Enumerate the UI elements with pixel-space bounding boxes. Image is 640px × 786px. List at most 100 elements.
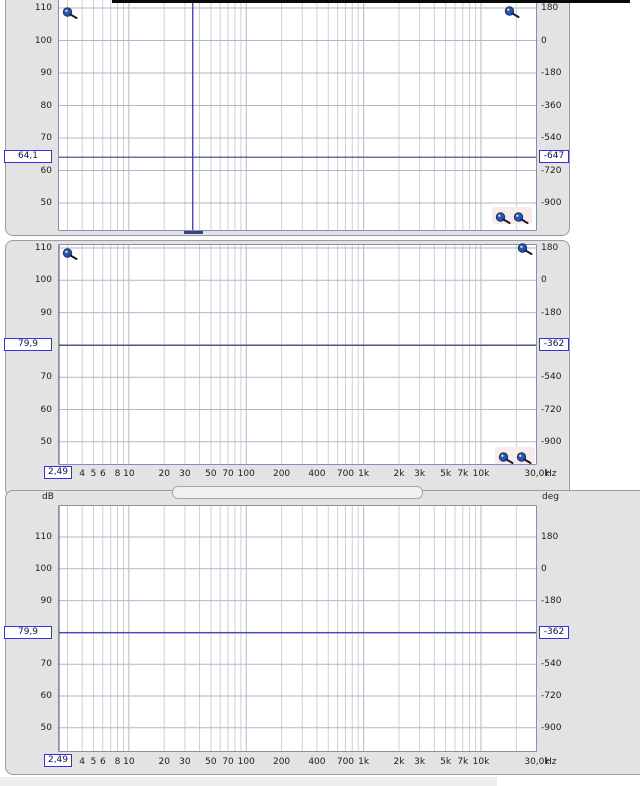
x-tick-label: 4	[79, 757, 86, 767]
zoom-tool-icon[interactable]	[62, 245, 78, 260]
x-tick-label: 50	[205, 757, 217, 767]
y-right-tick-label: 180	[541, 3, 559, 13]
zoom-in-icon[interactable]	[498, 449, 514, 464]
y-right-tick-label: -900	[541, 436, 562, 447]
plot-background	[58, 244, 537, 465]
x-tick-label: 1k	[358, 469, 370, 479]
x-tick-label: 20	[158, 757, 170, 767]
y-left-tick-label: 80	[40, 100, 52, 111]
zoom-in-icon[interactable]	[495, 209, 511, 224]
x-tick-label: 30	[179, 469, 191, 479]
x-tick-label: 4	[79, 469, 86, 479]
cursor-deg-readout-bottom: -362	[539, 626, 569, 639]
x-tick-label: 30,0k	[524, 469, 550, 479]
y-left-tick-label: 50	[40, 436, 52, 447]
x-tick-label: 2k	[393, 757, 405, 767]
y-left-tick-label: 60	[40, 165, 52, 176]
x-tick-label: 7k	[457, 469, 469, 479]
x-tick-label: 200	[272, 757, 291, 767]
chart-plot-area-bottom[interactable]	[58, 505, 537, 752]
y-right-axis-title: deg	[542, 492, 559, 502]
x-axis-unit-middle: Hz	[545, 469, 557, 479]
x-tick-label: 6	[99, 757, 106, 767]
x-tick-label: 30	[179, 757, 191, 767]
x-tick-label: 3k	[414, 469, 426, 479]
x-tick-label: 1k	[358, 757, 370, 767]
y-left-tick-label: 110	[34, 532, 52, 542]
y-right-tick-label: -720	[541, 165, 562, 176]
y-left-tick-label: 70	[40, 133, 52, 143]
y-right-tick-label: -720	[541, 404, 562, 415]
y-right-tick-label: -180	[541, 595, 562, 606]
y-right-tick-label: 0	[541, 563, 547, 574]
y-left-tick-label: 60	[40, 691, 52, 701]
y-left-tick-label: 90	[40, 307, 52, 318]
y-left-tick-label: 70	[40, 372, 52, 383]
cursor-frequency-tick	[184, 231, 203, 234]
y-left-tick-label: 70	[40, 659, 52, 670]
cursor-deg-readout-top: -647	[539, 150, 569, 163]
scrollbar-track[interactable]	[172, 486, 423, 499]
cursor-db-readout-top: 64,1	[4, 150, 52, 163]
y-right-tick-label: -900	[541, 722, 562, 733]
chart-plot-area-middle[interactable]	[58, 244, 537, 465]
y-right-tick-label: -540	[541, 372, 562, 383]
x-tick-label: 10k	[472, 469, 490, 479]
y-right-tick-label: -180	[541, 307, 562, 318]
y-right-tick-label: -540	[541, 133, 562, 143]
y-right-tick-label: -900	[541, 198, 562, 208]
zoom-tool-icon[interactable]	[504, 3, 520, 18]
plot-background	[58, 0, 537, 231]
x-tick-label: 700	[336, 469, 355, 479]
y-right-tick-label: 180	[541, 243, 559, 253]
x-tick-label: 20	[158, 469, 170, 479]
zoom-out-icon[interactable]	[516, 449, 532, 464]
cursor-deg-readout-middle: -362	[539, 338, 569, 351]
cursor-db-readout-bottom: 79,9	[4, 626, 52, 639]
y-left-tick-label: 50	[40, 722, 52, 733]
x-tick-label: 8	[114, 469, 121, 479]
y-right-tick-label: 0	[541, 275, 547, 286]
y-left-tick-label: 100	[34, 35, 52, 46]
x-tick-label: 10k	[472, 757, 490, 767]
y-left-tick-label: 110	[34, 243, 52, 253]
y-left-tick-label: 100	[34, 275, 52, 286]
x-tick-label: 5	[90, 469, 97, 479]
y-right-tick-label: -720	[541, 691, 562, 701]
y-left-axis-title: dB	[42, 492, 54, 502]
zoom-tool-icon[interactable]	[62, 4, 78, 19]
y-right-tick-label: 180	[541, 532, 559, 542]
cursor-db-readout-middle: 79,9	[4, 338, 52, 351]
x-tick-label: 30,0k	[524, 757, 550, 767]
x-tick-label: 700	[336, 757, 355, 767]
chart-plot-area-top[interactable]	[58, 0, 537, 231]
y-right-tick-label: -360	[541, 100, 562, 111]
zoom-tool-icon[interactable]	[517, 240, 533, 255]
x-tick-label: 70	[222, 757, 234, 767]
x-tick-label: 10	[123, 757, 135, 767]
y-right-tick-label: -540	[541, 659, 562, 670]
x-tick-label: 5k	[440, 757, 452, 767]
x-tick-label: 7k	[457, 757, 469, 767]
y-left-tick-label: 90	[40, 595, 52, 606]
x-tick-label: 70	[222, 469, 234, 479]
y-left-tick-label: 90	[40, 68, 52, 78]
cursor-freq-readout-bottom: 2,49	[44, 754, 72, 767]
x-axis-unit-bottom: Hz	[545, 757, 557, 767]
plot-background	[58, 505, 537, 752]
x-tick-label: 400	[308, 757, 326, 767]
x-tick-label: 400	[308, 469, 326, 479]
x-tick-label: 6	[99, 469, 106, 479]
x-tick-label: 2k	[393, 469, 405, 479]
y-left-tick-label: 110	[34, 3, 52, 13]
page-bottom-strip	[0, 777, 497, 786]
y-left-tick-label: 50	[40, 198, 52, 208]
x-tick-label: 100	[237, 469, 255, 479]
zoom-out-icon[interactable]	[513, 209, 529, 224]
x-tick-label: 3k	[414, 757, 426, 767]
x-tick-label: 5	[90, 757, 97, 767]
x-tick-label: 100	[237, 757, 255, 767]
zoom-button-group-middle	[495, 447, 535, 464]
x-tick-label: 8	[114, 757, 121, 767]
